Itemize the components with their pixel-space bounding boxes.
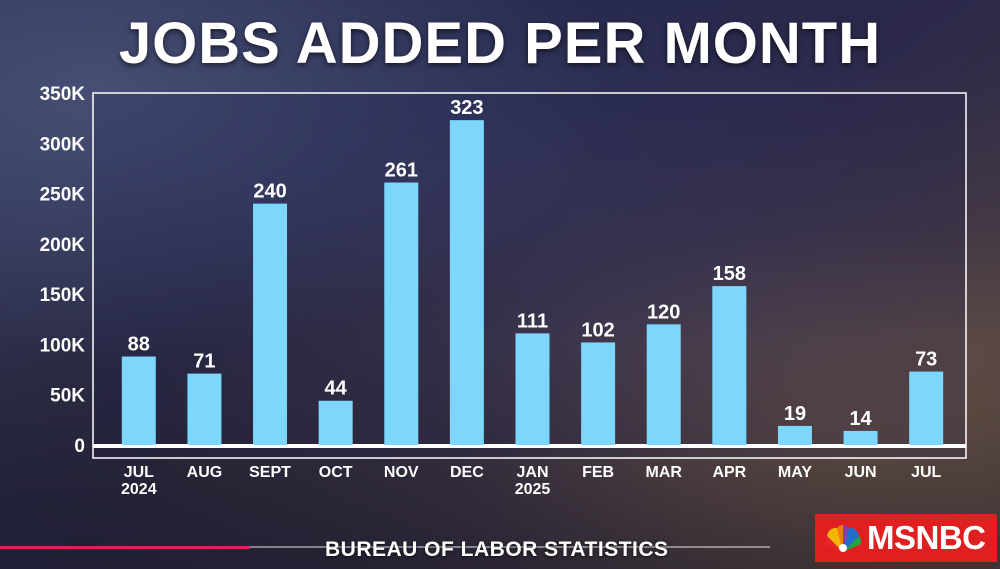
x-tick-label: FEB: [582, 464, 614, 481]
bar-value-label: 71: [193, 351, 215, 373]
y-tick-label: 200K: [40, 235, 86, 256]
bar: [909, 371, 944, 445]
x-tick-label: APR: [712, 464, 746, 481]
x-tick-label: NOV: [384, 464, 419, 481]
bar: [121, 356, 156, 445]
y-tick-label: 0: [74, 436, 85, 457]
bar-value-label: 323: [450, 97, 483, 119]
y-tick-label: 150K: [40, 285, 86, 306]
bar-value-label: 158: [713, 263, 746, 285]
x-tick-label: 2025: [515, 481, 551, 498]
bar: [318, 400, 353, 445]
bar: [449, 120, 484, 445]
bar: [384, 182, 419, 445]
y-tick-label: 50K: [50, 386, 85, 407]
x-tick-label: JUL: [911, 464, 941, 481]
video-progress-track[interactable]: [250, 546, 770, 548]
bar: [843, 430, 878, 445]
bar-value-label: 14: [849, 408, 872, 430]
bar: [187, 373, 222, 445]
x-tick-label: SEPT: [249, 464, 291, 481]
y-tick-label: 300K: [40, 134, 86, 155]
bar: [712, 286, 747, 445]
baseline: [93, 444, 966, 448]
x-tick-label: JAN: [516, 464, 548, 481]
x-tick-label: JUL: [124, 464, 154, 481]
y-tick-label: 350K: [40, 84, 86, 105]
bar-value-label: 102: [581, 319, 614, 341]
bar: [253, 203, 288, 445]
bar: [646, 324, 681, 445]
bar-value-label: 120: [647, 301, 680, 323]
x-tick-label: MAR: [646, 464, 683, 481]
chart-title: JOBS ADDED PER MONTH: [118, 11, 882, 76]
bar-value-label: 88: [128, 333, 150, 355]
bar-value-label: 240: [253, 181, 286, 203]
logo-text: MSNBC: [867, 519, 986, 556]
bar: [581, 342, 616, 445]
msnbc-logo: MSNBC: [815, 514, 997, 562]
x-tick-label: MAY: [778, 464, 812, 481]
x-tick-label: OCT: [319, 464, 353, 481]
x-tick-label: DEC: [450, 464, 484, 481]
x-tick-label: JUN: [845, 464, 877, 481]
bar-value-label: 73: [915, 349, 937, 371]
bar-value-label: 111: [517, 310, 548, 332]
bar: [515, 333, 550, 445]
bar-value-label: 19: [784, 403, 806, 425]
peacock-icon: [824, 525, 862, 552]
y-tick-label: 100K: [40, 335, 86, 356]
x-tick-label: AUG: [187, 464, 223, 481]
y-tick-label: 250K: [40, 185, 86, 206]
video-progress-bar[interactable]: [0, 546, 250, 549]
bar-value-label: 44: [325, 378, 348, 400]
x-tick-label: 2024: [121, 481, 157, 498]
bar-value-label: 261: [385, 160, 418, 182]
source-caption: BUREAU OF LABOR STATISTICS: [325, 538, 669, 561]
bar: [777, 425, 812, 445]
